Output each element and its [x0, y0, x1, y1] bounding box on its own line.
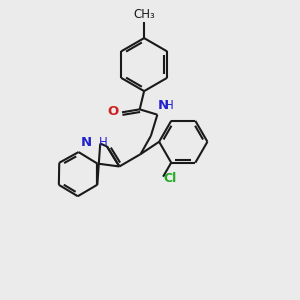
Text: N: N — [158, 99, 169, 112]
Text: H: H — [98, 136, 107, 148]
Text: H: H — [165, 99, 173, 112]
Text: Cl: Cl — [164, 172, 177, 185]
Text: O: O — [108, 105, 119, 118]
Text: CH₃: CH₃ — [133, 8, 155, 21]
Text: N: N — [81, 136, 92, 148]
